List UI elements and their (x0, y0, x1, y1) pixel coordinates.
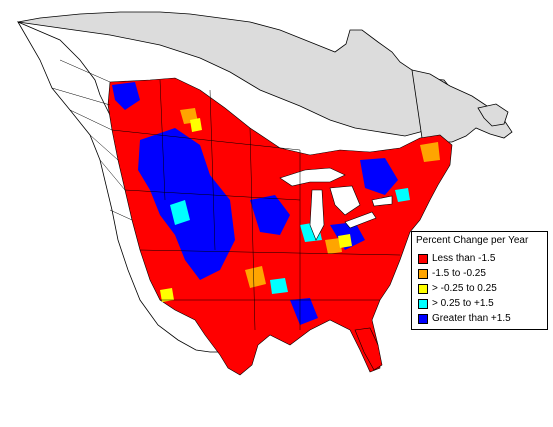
orange-patch-2 (245, 266, 266, 288)
blue-patch-midwest (250, 195, 290, 235)
legend-label: -1.5 to -0.25 (432, 268, 486, 279)
lake-ontario (371, 195, 393, 207)
blue-patch-plains (138, 128, 235, 280)
map-legend: Percent Change per Year Less than -1.5 -… (411, 231, 548, 330)
yellow-patch-1 (338, 234, 352, 248)
legend-swatch (418, 298, 428, 309)
lake-erie (344, 211, 377, 229)
orange-patch-3 (325, 238, 342, 254)
newfoundland (477, 103, 509, 127)
lake-huron (329, 185, 361, 216)
legend-swatch (418, 253, 428, 264)
boundary-lines (51, 59, 401, 331)
legend-item: > 0.25 to +1.5 (418, 298, 494, 309)
legend-label: > 0.25 to +1.5 (432, 298, 494, 309)
legend-label: > -0.25 to 0.25 (432, 283, 497, 294)
legend-item: Less than -1.5 (418, 253, 495, 264)
cyan-patch-1 (170, 200, 190, 225)
legend-swatch (418, 283, 428, 294)
yellow-patch-3 (160, 288, 174, 302)
blue-patch-south (290, 298, 318, 325)
legend-swatch (418, 313, 428, 324)
yellow-patch-2 (190, 118, 202, 132)
legend-item: -1.5 to -0.25 (418, 268, 486, 279)
legend-item: > -0.25 to 0.25 (418, 283, 497, 294)
orange-patch-1 (420, 142, 440, 162)
legend-title: Percent Change per Year (416, 235, 529, 246)
legend-item: Greater than +1.5 (418, 313, 511, 324)
legend-label: Greater than +1.5 (432, 313, 511, 324)
legend-label: Less than -1.5 (432, 253, 496, 264)
legend-swatch (418, 268, 428, 279)
blue-patch-north (112, 82, 140, 110)
blue-patch-lakes (360, 158, 398, 195)
lake-superior (279, 167, 346, 187)
lake-michigan (309, 189, 325, 241)
cyan-patch-4 (395, 188, 410, 202)
florida (354, 327, 383, 371)
cyan-patch-3 (270, 278, 288, 294)
